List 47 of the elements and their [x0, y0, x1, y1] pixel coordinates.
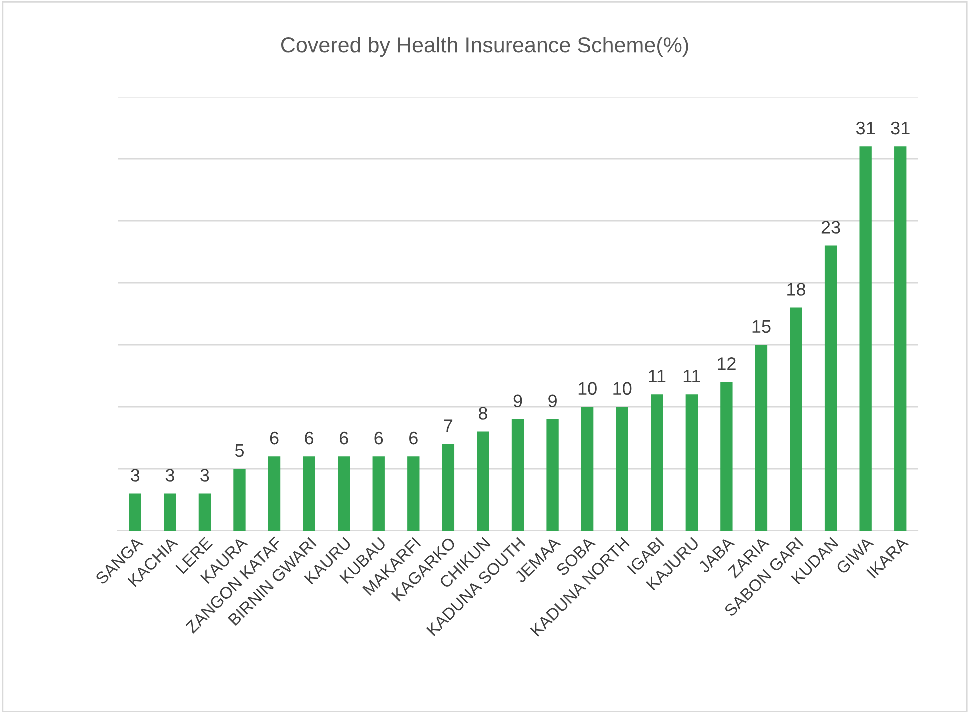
data-label: 10	[578, 382, 597, 396]
data-label: 15	[752, 320, 771, 334]
data-label: 3	[131, 469, 140, 482]
bar	[894, 146, 907, 531]
data-label: 31	[891, 122, 910, 135]
bar	[755, 345, 768, 531]
bar	[268, 456, 281, 531]
bar	[477, 432, 490, 531]
data-label: 11	[684, 370, 700, 383]
bar	[372, 456, 385, 531]
bar	[581, 407, 594, 531]
bar	[198, 494, 212, 531]
bar	[234, 469, 246, 531]
bar	[129, 494, 142, 531]
data-label: 7	[444, 420, 453, 432]
data-label: 6	[374, 432, 384, 445]
data-label: 11	[649, 370, 666, 383]
bar	[720, 382, 733, 531]
data-label: 31	[856, 122, 875, 135]
bar	[790, 308, 802, 531]
chart-title: Covered by Health Insureance Scheme(%)	[281, 36, 688, 58]
bar	[860, 146, 872, 531]
bar	[546, 419, 559, 531]
data-label: 12	[718, 358, 736, 370]
data-label: 10	[614, 382, 632, 396]
data-label: 23	[822, 221, 840, 234]
data-label: 9	[514, 394, 522, 408]
bar	[408, 456, 420, 531]
data-label: 3	[200, 469, 210, 482]
data-label: 6	[340, 432, 348, 445]
bar	[442, 444, 455, 531]
bar	[303, 456, 316, 531]
data-label: 9	[548, 394, 557, 408]
bar	[616, 407, 628, 531]
data-label: 3	[166, 469, 174, 482]
bar	[651, 394, 664, 531]
data-label: 8	[478, 407, 488, 420]
bar	[824, 246, 838, 531]
data-label: 6	[410, 432, 418, 445]
bar	[512, 419, 524, 531]
data-label: 6	[305, 432, 314, 445]
bar	[164, 494, 176, 531]
bar	[338, 456, 350, 531]
bar	[686, 394, 698, 531]
data-label: 6	[270, 432, 279, 445]
data-label: 5	[235, 444, 244, 458]
data-label: 18	[788, 283, 806, 296]
